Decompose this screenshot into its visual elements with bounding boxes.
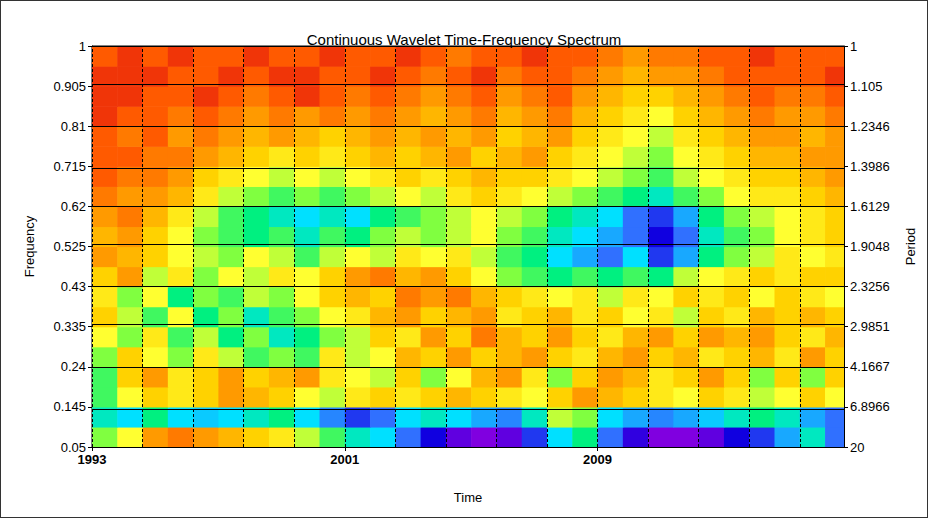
svg-text:0.145: 0.145 <box>53 399 86 414</box>
svg-text:4.1667: 4.1667 <box>850 359 890 374</box>
svg-text:0.05: 0.05 <box>60 439 86 455</box>
svg-text:1.9048: 1.9048 <box>850 239 890 254</box>
svg-text:Period: Period <box>903 228 918 266</box>
svg-text:Time: Time <box>454 490 482 505</box>
svg-text:0.335: 0.335 <box>53 319 86 334</box>
svg-text:20: 20 <box>850 440 864 455</box>
svg-text:0.24: 0.24 <box>61 359 86 374</box>
svg-text:0.81: 0.81 <box>61 119 86 134</box>
svg-text:Continuous Wavelet Time-Freque: Continuous Wavelet Time-Frequency Spectr… <box>307 31 622 48</box>
svg-text:0.715: 0.715 <box>53 159 86 174</box>
svg-text:0.43: 0.43 <box>61 279 86 294</box>
svg-text:Frequency: Frequency <box>22 215 37 277</box>
svg-text:2.9851: 2.9851 <box>850 319 890 334</box>
svg-text:1: 1 <box>850 39 857 54</box>
svg-text:6.8966: 6.8966 <box>850 399 890 414</box>
svg-text:1.3986: 1.3986 <box>850 159 890 174</box>
svg-text:1993: 1993 <box>78 452 107 467</box>
svg-text:0.525: 0.525 <box>53 239 86 254</box>
svg-text:1.6129: 1.6129 <box>850 199 890 214</box>
svg-text:0.905: 0.905 <box>53 79 86 94</box>
svg-text:2009: 2009 <box>583 452 612 467</box>
svg-text:1.105: 1.105 <box>850 79 883 94</box>
svg-text:1.2346: 1.2346 <box>850 119 890 134</box>
svg-text:2001: 2001 <box>330 452 359 467</box>
svg-text:0.62: 0.62 <box>61 199 86 214</box>
svg-text:2.3256: 2.3256 <box>850 279 890 294</box>
svg-text:1: 1 <box>79 39 86 54</box>
